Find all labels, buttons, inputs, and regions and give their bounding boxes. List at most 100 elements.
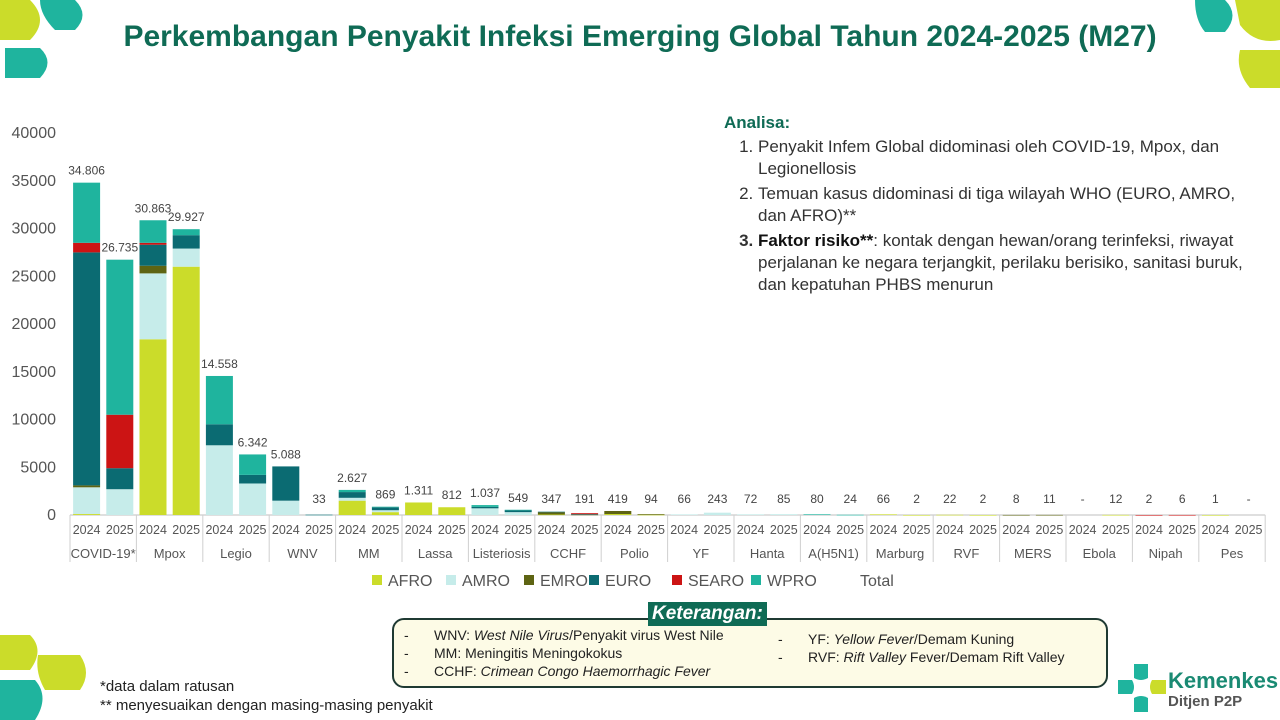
bar-total-label: 66 [678,492,692,506]
legend-notes-title: Keterangan: [648,602,767,626]
bar-segment-wpro [504,509,532,511]
bar-segment-searo [571,513,599,515]
bar-total-label: 8 [1013,492,1020,506]
bar-total-label: 34.806 [68,164,105,178]
bar-segment-amro [504,512,532,515]
bar-segment-afro [869,514,897,515]
x-category-label: Listeriosis [473,546,531,561]
bar-total-label: 12 [1109,492,1123,506]
analysis-heading: Analisa: [724,113,791,132]
bar-segment-emro [537,512,565,515]
bar-total-label: 6.342 [238,435,268,449]
bar-total-label: 419 [608,492,628,506]
page-title: Perkembangan Penyakit Infeksi Emerging G… [123,20,1157,53]
x-year-label: 2024 [936,523,964,537]
y-tick-label: 30000 [12,221,57,238]
bar-total-label: 72 [744,492,758,506]
bar-segment-afro [405,502,433,515]
note-dash: - [404,645,409,661]
y-tick-label: 15000 [12,364,57,381]
legend-swatch-searo [672,575,682,585]
x-year-label: 2024 [803,523,831,537]
legend-label-euro: EURO [605,573,651,590]
bar-segment-wpro [471,505,499,507]
analysis-list: Penyakit Infem Global didominasi oleh CO… [724,136,1244,296]
bar-segment-emro [571,514,599,516]
bar-segment-amro [371,510,399,513]
bar-segment-wpro [836,514,864,516]
note-wnv-desc: /Penyakit virus West Nile [569,627,724,643]
x-year-label: 2024 [604,523,632,537]
bar-total-label: 2.627 [337,471,367,485]
x-year-label: 2025 [903,523,931,537]
bar-total-label: 812 [442,488,462,502]
note-rvf-desc: Fever/Demam Rift Valley [906,649,1065,665]
note-dash: - [778,631,783,647]
note-mm-desc: : Meningitis Meningokokus [457,645,623,661]
bar-total-label: 33 [312,492,326,506]
x-year-label: 2025 [504,523,532,537]
x-category-label: MM [358,546,380,561]
bar-total-label: 24 [844,492,858,506]
bar-total-label: - [1081,492,1085,506]
x-year-label: 2025 [969,523,997,537]
x-year-label: 2024 [1201,523,1229,537]
legend-label-total: Total [860,573,894,590]
bar-segment-afro [969,514,997,516]
note-cchf-name: Crimean Congo Haemorrhagic Fever [480,663,711,679]
note-mm-abbr: MM [434,645,458,661]
x-category-label: Pes [1221,546,1244,561]
bar-segment-amro [205,445,233,515]
note-rvf-name: Rift Valley [843,649,907,665]
bar-total-label: 549 [508,491,528,505]
bar-total-label: 2 [1146,492,1153,506]
bar-total-label: 5.088 [271,447,301,461]
note-yf-name: Yellow Fever [833,631,914,647]
bar-segment-wpro [73,182,101,243]
x-category-label: Nipah [1149,546,1183,561]
bar-segment-wpro [803,514,831,515]
x-year-label: 2025 [239,523,267,537]
x-year-label: 2024 [338,523,366,537]
note-dash: - [404,663,409,679]
legend-swatch-afro [372,575,382,585]
bar-segment-searo [1168,514,1196,516]
bar-segment-euro [471,506,499,509]
bar-segment-euro [571,514,599,515]
decor-top-right [1195,0,1280,88]
x-year-label: 2025 [106,523,134,537]
bar-segment-wpro [205,375,233,425]
bar-total-label: 1.037 [470,486,500,500]
x-category-label: Polio [620,546,649,561]
x-year-label: 2024 [537,523,565,537]
bar-segment-euro [305,514,333,516]
x-category-label: CCHF [550,546,586,561]
bar-segment-emro [637,514,665,515]
bar-segment-afro [903,514,931,516]
bar-segment-amro [139,273,167,340]
bar-segment-afro [338,500,366,515]
bar-segment-searo [106,414,134,469]
bar-segment-wpro [239,454,267,475]
footnote-1: *data dalam ratusan [100,678,235,695]
x-year-label: 2024 [1002,523,1030,537]
legend-swatch-euro [589,575,599,585]
x-year-label: 2025 [637,523,665,537]
decor-top-left [0,0,83,78]
logo-name: Kemenkes [1168,668,1279,693]
bar-segment-amro [670,514,698,515]
bar-segment-searo [73,242,101,253]
bar-total-label: 22 [943,492,957,506]
legend-label-searo: SEARO [688,573,744,590]
x-year-label: 2024 [869,523,897,537]
bar-segment-wpro [371,506,399,508]
x-category-label: Legio [220,546,252,561]
y-tick-label: 25000 [12,268,57,285]
bar-segment-amro [737,514,765,515]
bar-segment-wpro [172,229,200,236]
bar-segment-wpro [106,259,134,415]
x-year-label: 2024 [1069,523,1097,537]
x-year-label: 2025 [172,523,200,537]
analysis-panel: Analisa: Penyakit Infem Global didominas… [724,112,1244,299]
bar-segment-euro [139,244,167,266]
